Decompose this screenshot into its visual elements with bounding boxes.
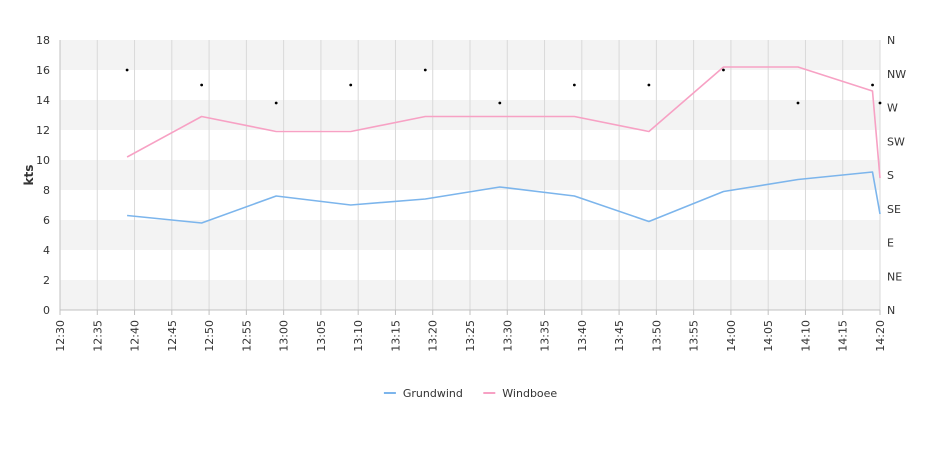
y-tick-label: 0 <box>43 304 50 317</box>
legend-label: Windboee <box>502 387 557 400</box>
x-tick-label: 13:35 <box>539 320 552 352</box>
x-tick-label: 13:20 <box>427 320 440 352</box>
direction-point <box>349 83 353 87</box>
x-tick-label: 13:00 <box>278 320 291 352</box>
x-tick-label: 12:35 <box>91 320 104 352</box>
x-tick-label: 13:15 <box>389 320 402 352</box>
x-tick-label: 12:40 <box>129 320 142 352</box>
direction-tick-label: SW <box>887 135 905 148</box>
direction-point <box>423 68 427 72</box>
x-tick-label: 12:50 <box>203 320 216 352</box>
y-tick-label: 4 <box>43 244 50 257</box>
direction-axis-ticks: N NE E SE S SW W NW N <box>887 34 906 317</box>
y-tick-label: 18 <box>36 34 50 47</box>
vertical-gridlines <box>59 40 881 310</box>
y-tick-label: 2 <box>43 274 50 287</box>
direction-point <box>498 101 502 105</box>
x-tick-label: 13:10 <box>352 320 365 352</box>
y-tick-label: 8 <box>43 184 50 197</box>
direction-tick-label: NW <box>887 68 906 81</box>
x-tick-label: 13:40 <box>576 320 589 352</box>
x-tick-label: 12:55 <box>240 320 253 352</box>
direction-tick-label: W <box>887 102 898 115</box>
series-lines <box>126 66 881 224</box>
series-line-windboee[interactable] <box>126 66 881 179</box>
x-tick-label: 14:15 <box>837 320 850 352</box>
x-tick-label: 12:45 <box>166 320 179 352</box>
direction-point <box>871 83 874 87</box>
legend[interactable]: Grundwind Windboee <box>383 387 558 400</box>
direction-tick-label: N <box>887 304 895 317</box>
y-tick-label: 10 <box>36 154 50 167</box>
y-tick-label: 6 <box>43 214 50 227</box>
y-tick-label: 14 <box>36 94 50 107</box>
direction-tick-label: E <box>887 237 894 250</box>
direction-points <box>125 68 882 105</box>
direction-point <box>274 101 278 105</box>
x-tick-label: 13:25 <box>464 320 477 352</box>
x-tick-label: 13:55 <box>688 320 701 352</box>
x-tick-label: 14:20 <box>874 320 887 352</box>
x-tick-label: 12:30 <box>54 320 67 352</box>
direction-tick-label: NE <box>887 270 902 283</box>
direction-tick-label: S <box>887 169 894 182</box>
direction-point <box>572 83 576 87</box>
x-tick-label: 14:10 <box>799 320 812 352</box>
legend-label: Grundwind <box>403 387 463 400</box>
direction-point <box>200 83 204 87</box>
y-tick-label: 16 <box>36 64 50 77</box>
y-tick-label: 12 <box>36 124 50 137</box>
x-axis-ticks: 12:30 12:35 12:40 12:45 12:50 12:55 13:00 13:05… <box>54 310 887 352</box>
direction-point <box>647 83 651 87</box>
x-tick-label: 13:30 <box>501 320 514 352</box>
x-tick-label: 14:05 <box>762 320 775 352</box>
x-tick-label: 13:45 <box>613 320 626 352</box>
y-axis-ticks: 0 2 4 6 8 10 12 14 16 18 <box>36 34 50 317</box>
direction-point <box>796 101 800 105</box>
series-line-grundwind[interactable] <box>127 171 881 224</box>
x-tick-label: 13:05 <box>315 320 328 352</box>
direction-point <box>125 68 129 72</box>
x-tick-label: 13:50 <box>650 320 663 352</box>
direction-tick-label: SE <box>887 203 901 216</box>
y-axis-label: kts <box>22 165 36 186</box>
direction-point <box>722 68 725 72</box>
x-tick-label: 14:00 <box>725 320 738 352</box>
direction-tick-label: N <box>887 34 895 47</box>
direction-point <box>878 101 882 105</box>
legend-item-grundwind[interactable]: Grundwind <box>383 387 463 400</box>
legend-item-windboee[interactable]: Windboee <box>483 387 557 400</box>
